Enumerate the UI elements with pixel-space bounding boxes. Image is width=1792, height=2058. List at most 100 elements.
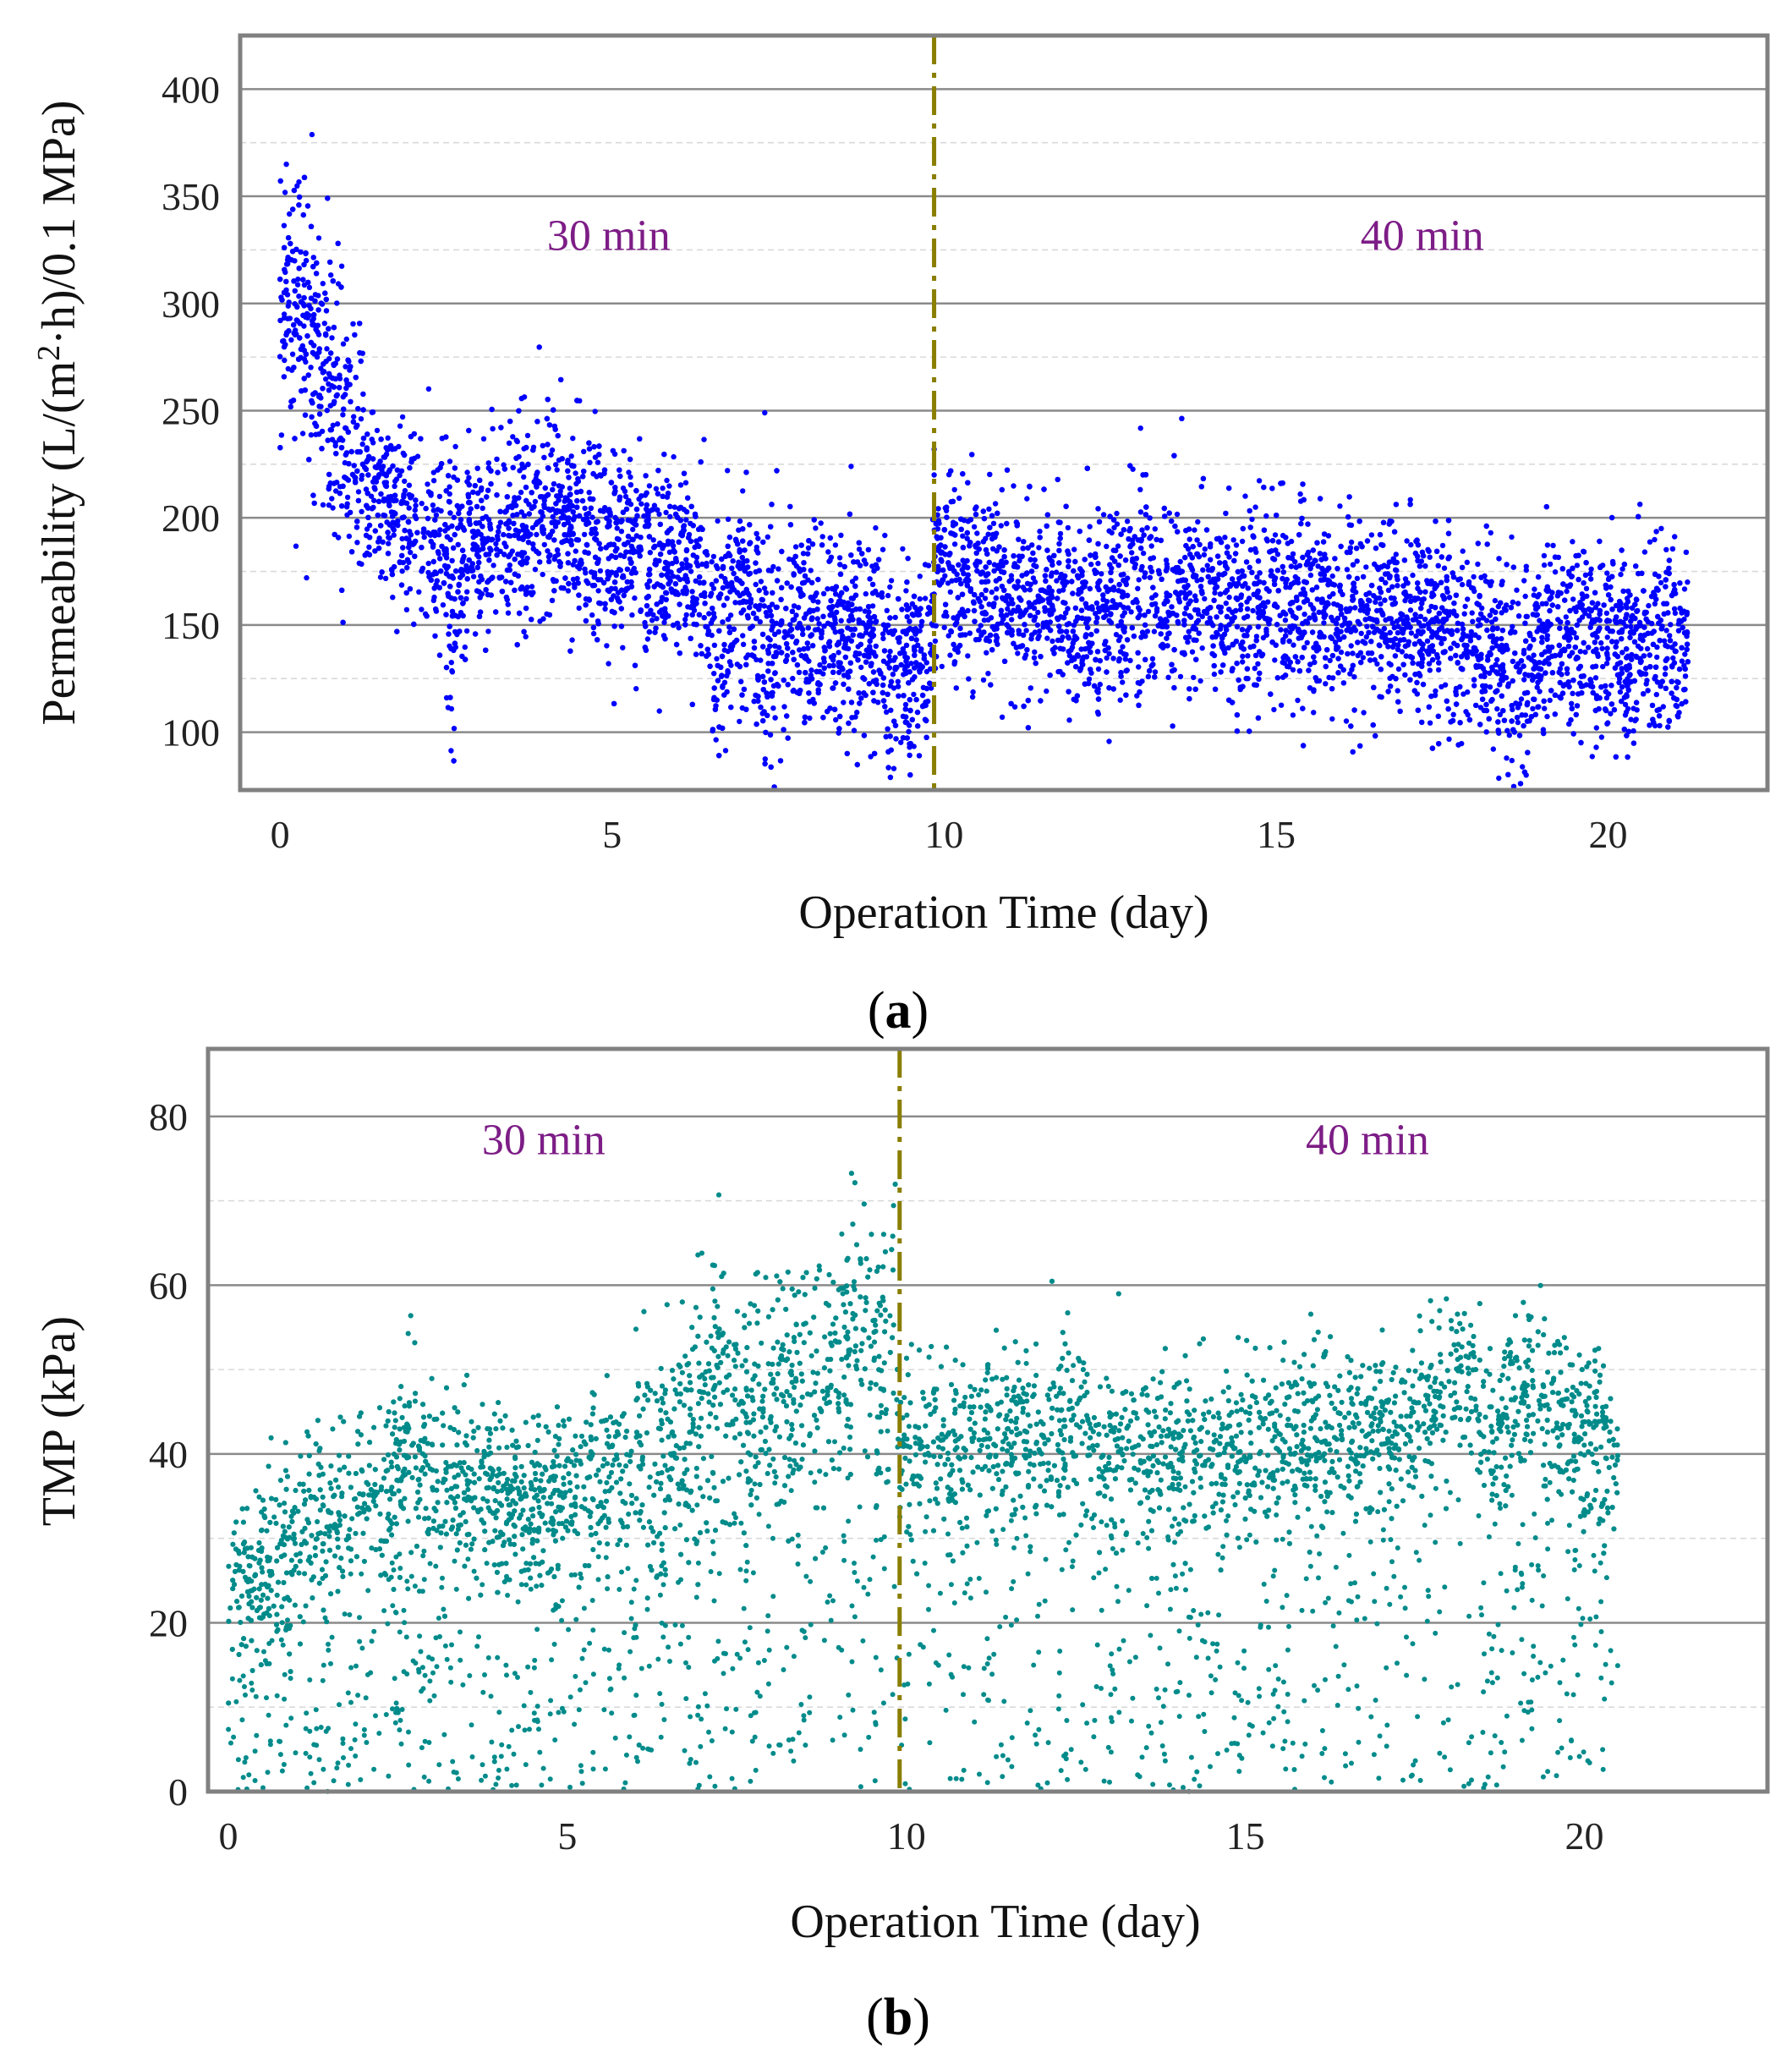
a-data-point (1035, 609, 1041, 616)
a-data-point (911, 744, 917, 749)
a-data-point (1363, 634, 1370, 640)
a-data-point (448, 748, 454, 754)
a-data-point (1685, 579, 1691, 585)
a-data-point (1272, 532, 1279, 538)
a-data-point (1483, 729, 1489, 735)
a-data-point (1015, 604, 1022, 610)
a-data-point (301, 323, 307, 329)
a-data-point (1569, 700, 1575, 706)
a-data-point (838, 532, 844, 538)
a-data-point (880, 546, 886, 552)
a-data-point (1197, 678, 1203, 684)
a-data-point (895, 678, 901, 684)
a-data-point (523, 634, 529, 639)
a-data-point (1049, 638, 1055, 645)
a-data-point (825, 620, 831, 626)
a-data-point (1256, 478, 1263, 484)
a-data-point (323, 376, 329, 382)
a-data-point (1363, 564, 1369, 570)
a-data-point (1316, 609, 1322, 615)
a-data-point (1337, 503, 1343, 509)
a-data-point (554, 467, 560, 473)
a-data-point (656, 511, 662, 518)
a-data-point (1570, 690, 1576, 696)
a-data-point (556, 558, 562, 565)
a-data-point (606, 661, 611, 667)
a-data-point (430, 478, 437, 484)
a-data-point (568, 453, 574, 459)
a-data-point (965, 607, 971, 614)
a-data-point (1225, 645, 1231, 650)
a-data-point (789, 634, 795, 639)
a-data-point (1095, 560, 1101, 567)
a-data-point (1355, 652, 1361, 659)
a-data-point (722, 748, 729, 754)
a-data-point (849, 579, 856, 584)
a-data-point (1053, 569, 1060, 575)
a-data-point (740, 488, 746, 494)
a-data-point (282, 189, 288, 195)
a-data-point (965, 653, 971, 659)
a-data-point (1245, 653, 1251, 659)
a-data-point (1189, 649, 1196, 655)
a-data-point (1037, 628, 1043, 634)
a-data-point (1608, 584, 1614, 590)
a-data-point (406, 505, 412, 511)
a-data-point (420, 530, 426, 535)
a-data-point (1492, 597, 1499, 604)
a-data-point (873, 643, 880, 650)
a-data-point (462, 644, 468, 650)
a-data-point (537, 618, 543, 624)
a-data-point (951, 486, 957, 493)
a-data-point (604, 643, 610, 649)
a-data-point (781, 704, 787, 710)
a-data-point (449, 667, 455, 674)
a-data-point (612, 585, 618, 592)
a-data-point (521, 474, 527, 480)
a-data-point (524, 432, 531, 439)
a-data-point (1603, 661, 1610, 667)
a-data-point (912, 665, 918, 671)
a-data-point (1351, 674, 1357, 680)
a-data-point (1530, 705, 1536, 711)
a-data-point (1658, 579, 1664, 586)
a-data-point (964, 535, 970, 541)
a-data-point (1066, 652, 1073, 659)
a-data-point (1354, 575, 1361, 581)
a-data-point (501, 531, 507, 538)
a-data-point (1211, 671, 1218, 678)
a-data-point (329, 335, 335, 341)
a-data-point (1186, 628, 1192, 634)
a-data-point (403, 606, 410, 612)
a-data-point (831, 614, 837, 620)
a-data-point (507, 481, 512, 487)
a-data-point (866, 609, 872, 615)
a-data-point (503, 544, 509, 550)
a-data-point (1573, 634, 1580, 641)
a-data-point (1395, 666, 1402, 672)
a-data-point (1368, 532, 1375, 538)
a-data-point (1099, 571, 1104, 577)
a-data-point (1139, 527, 1145, 533)
a-data-point (1637, 635, 1643, 642)
a-data-point (1120, 644, 1126, 650)
a-data-point (1490, 746, 1497, 752)
a-data-point (293, 543, 299, 549)
a-data-point (941, 624, 947, 630)
a-data-point (671, 504, 677, 510)
a-data-point (448, 705, 455, 712)
a-data-point (1034, 622, 1041, 628)
a-data-point (1542, 705, 1548, 711)
a-data-point (463, 628, 470, 634)
a-data-point (873, 524, 879, 531)
a-data-point (1195, 519, 1201, 525)
a-data-point (1583, 585, 1590, 591)
a-data-point (1283, 628, 1289, 634)
a-data-point (856, 546, 863, 552)
a-data-point (425, 569, 431, 576)
a-data-point (1539, 634, 1545, 640)
a-data-point (1242, 493, 1248, 499)
a-data-point (1623, 623, 1629, 629)
a-data-point (463, 563, 469, 569)
a-data-point (303, 359, 309, 365)
